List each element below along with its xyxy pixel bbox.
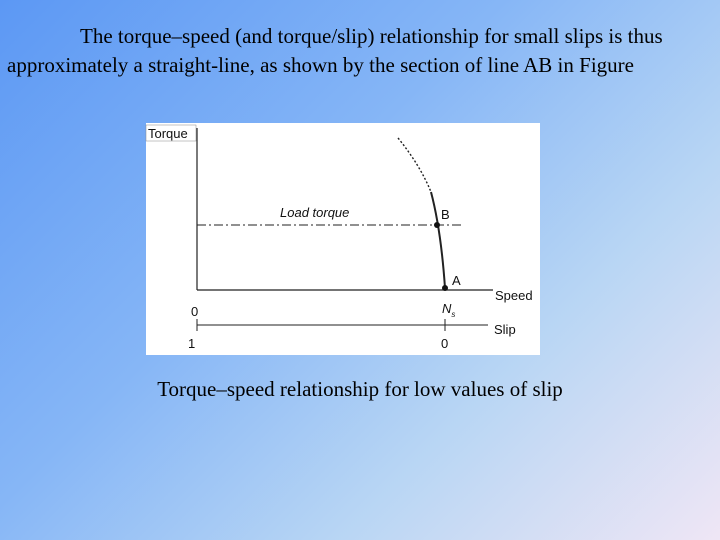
slip-one-label: 1 bbox=[188, 336, 195, 351]
sync-speed-label: Ns bbox=[442, 301, 455, 319]
speed-axis-label: Speed bbox=[495, 288, 533, 303]
point-b bbox=[434, 222, 440, 228]
curve-solid bbox=[430, 191, 446, 289]
slip-zero-label: 0 bbox=[441, 336, 448, 351]
curve-dotted bbox=[397, 137, 432, 193]
load-torque-label: Load torque bbox=[280, 205, 349, 220]
label-box bbox=[145, 124, 197, 142]
slip-axis-label: Slip bbox=[494, 322, 516, 337]
point-a bbox=[442, 285, 448, 291]
paragraph: The torque–speed (and torque/slip) relat… bbox=[7, 24, 663, 77]
caption: Torque–speed relationship for low values… bbox=[157, 377, 563, 401]
point-b-label: B bbox=[441, 207, 450, 222]
figure-panel bbox=[146, 123, 540, 355]
torque-axis-label: Torque bbox=[148, 126, 188, 141]
speed-zero-label: 0 bbox=[191, 304, 198, 319]
point-a-label: A bbox=[452, 273, 461, 288]
